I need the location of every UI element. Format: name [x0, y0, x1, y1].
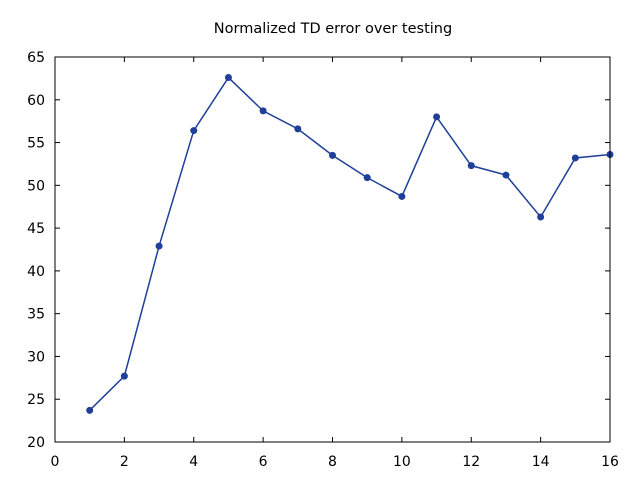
y-tick-label: 20: [27, 435, 45, 451]
data-point: [259, 107, 267, 115]
y-tick-label: 55: [27, 136, 45, 152]
y-tick-label: 45: [27, 221, 45, 237]
x-tick-label: 8: [328, 454, 337, 470]
x-tick-label: 14: [532, 454, 550, 470]
x-tick-label: 4: [189, 454, 198, 470]
data-point: [155, 242, 163, 250]
data-point: [433, 113, 441, 121]
axis-ticks: [54, 56, 611, 443]
plot-frame: [54, 56, 611, 443]
tick-labels: 0 2 4 6 8 10 12 14 16 20 25 30 35 40 45 50 55 60 65: [27, 50, 619, 470]
data-point: [398, 192, 406, 200]
x-tick-label: 0: [51, 454, 60, 470]
x-tick-label: 16: [601, 454, 619, 470]
data-point: [363, 174, 371, 182]
y-tick-label: 35: [27, 307, 45, 323]
y-tick-label: 60: [27, 93, 45, 109]
x-tick-label: 10: [393, 454, 411, 470]
y-tick-label: 65: [27, 50, 45, 66]
data-point: [467, 162, 475, 170]
x-tick-label: 12: [462, 454, 480, 470]
data-point: [190, 127, 198, 135]
data-point: [120, 372, 128, 380]
data-point: [294, 125, 302, 133]
data-point: [224, 74, 232, 82]
y-tick-label: 30: [27, 349, 45, 365]
series-line: [89, 76, 611, 411]
data-point: [86, 406, 94, 414]
x-tick-label: 6: [259, 454, 268, 470]
series-layer: [86, 74, 614, 414]
y-tick-label: 50: [27, 178, 45, 194]
y-tick-label: 25: [27, 392, 45, 408]
data-point: [571, 154, 579, 162]
y-tick-label: 40: [27, 264, 45, 280]
x-tick-label: 2: [120, 454, 129, 470]
data-point: [329, 151, 336, 159]
chart-title: Normalized TD error over testing: [214, 21, 452, 37]
data-point: [502, 171, 510, 179]
data-point: [537, 213, 545, 221]
